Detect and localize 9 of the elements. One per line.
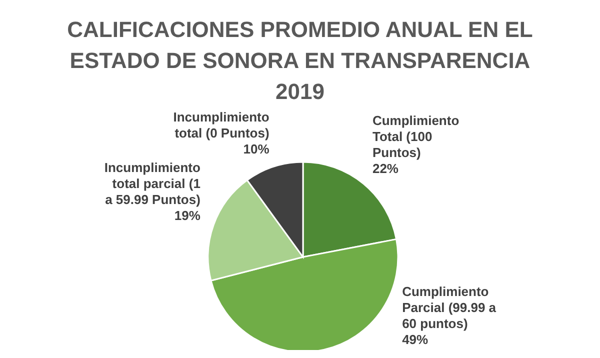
chart-title: CALIFICACIONES PROMEDIO ANUAL EN EL ESTADO DE SONORA EN TRANSPARENCIA 2019	[66, 16, 534, 106]
data-label: 22%	[372, 161, 399, 176]
slice-label: Incumplimiento total (0 Puntos)	[173, 109, 270, 140]
slice-label: Incumplimiento total parcial (1 a 59.99 Puntos)	[104, 160, 200, 208]
data-label: 19%	[174, 208, 201, 224]
slice-label: Cumplimiento Total (100 Puntos)	[372, 113, 460, 160]
data-label: 10%	[243, 141, 270, 156]
data-label: 49%	[402, 332, 429, 347]
slice-label: Cumplimiento Parcial (99.99 a 60 puntos)	[402, 284, 497, 331]
